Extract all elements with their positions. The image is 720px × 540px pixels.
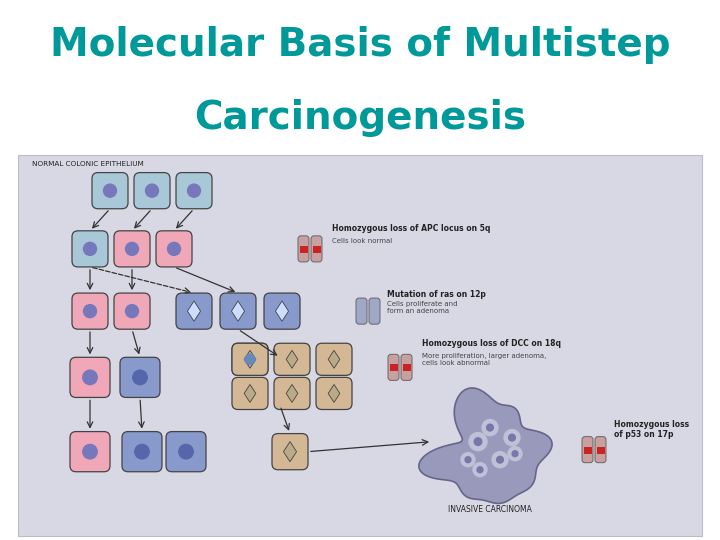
FancyBboxPatch shape	[388, 354, 399, 380]
Circle shape	[482, 420, 498, 436]
Circle shape	[132, 370, 147, 384]
FancyBboxPatch shape	[176, 293, 212, 329]
Circle shape	[135, 444, 149, 459]
Polygon shape	[187, 301, 201, 321]
Circle shape	[512, 451, 518, 457]
Polygon shape	[231, 301, 245, 321]
FancyBboxPatch shape	[272, 434, 308, 470]
Polygon shape	[244, 384, 256, 402]
Circle shape	[492, 451, 508, 468]
FancyBboxPatch shape	[232, 343, 268, 375]
FancyBboxPatch shape	[120, 357, 160, 397]
Polygon shape	[328, 350, 340, 368]
Text: INVASIVE CARCINOMA: INVASIVE CARCINOMA	[448, 505, 532, 514]
FancyBboxPatch shape	[114, 293, 150, 329]
Bar	[596, 447, 605, 454]
Bar	[583, 447, 592, 454]
FancyBboxPatch shape	[369, 298, 380, 324]
Polygon shape	[244, 350, 256, 368]
Polygon shape	[419, 388, 552, 503]
Text: Homozygous loss
of p53 on 17p: Homozygous loss of p53 on 17p	[614, 420, 689, 439]
FancyBboxPatch shape	[18, 154, 702, 536]
Circle shape	[84, 242, 96, 255]
FancyBboxPatch shape	[595, 437, 606, 463]
FancyBboxPatch shape	[72, 231, 108, 267]
FancyBboxPatch shape	[274, 343, 310, 375]
FancyBboxPatch shape	[274, 377, 310, 409]
FancyBboxPatch shape	[166, 431, 206, 472]
Circle shape	[465, 457, 471, 463]
Circle shape	[469, 433, 487, 451]
Bar	[390, 364, 397, 372]
Circle shape	[461, 453, 475, 467]
FancyBboxPatch shape	[70, 357, 110, 397]
FancyBboxPatch shape	[122, 431, 162, 472]
FancyBboxPatch shape	[72, 293, 108, 329]
Circle shape	[179, 444, 193, 459]
Text: Homozygous loss of DCC on 18q: Homozygous loss of DCC on 18q	[422, 339, 561, 348]
Polygon shape	[328, 384, 340, 402]
FancyBboxPatch shape	[176, 173, 212, 209]
Circle shape	[497, 456, 503, 463]
FancyBboxPatch shape	[582, 437, 593, 463]
Text: Molecular Basis of Multistep: Molecular Basis of Multistep	[50, 26, 670, 64]
Polygon shape	[284, 442, 297, 462]
Circle shape	[125, 305, 138, 318]
Polygon shape	[286, 350, 298, 368]
FancyBboxPatch shape	[401, 354, 412, 380]
Circle shape	[83, 444, 97, 459]
Circle shape	[477, 467, 483, 472]
Text: More proliferation, larger adenoma,
cells look abnormal: More proliferation, larger adenoma, cell…	[422, 353, 546, 366]
Circle shape	[504, 430, 520, 446]
Text: Cells proliferate and
form an adenoma: Cells proliferate and form an adenoma	[387, 301, 457, 314]
FancyBboxPatch shape	[134, 173, 170, 209]
Text: Cells look normal: Cells look normal	[332, 238, 392, 244]
FancyBboxPatch shape	[264, 293, 300, 329]
FancyBboxPatch shape	[232, 377, 268, 409]
Circle shape	[125, 242, 138, 255]
Text: NORMAL COLONIC EPITHELIUM: NORMAL COLONIC EPITHELIUM	[32, 160, 144, 166]
Bar	[402, 364, 410, 372]
FancyBboxPatch shape	[70, 431, 110, 472]
FancyBboxPatch shape	[92, 173, 128, 209]
Text: Mutation of ras on 12p: Mutation of ras on 12p	[387, 289, 486, 299]
Circle shape	[168, 242, 181, 255]
Circle shape	[508, 434, 516, 441]
FancyBboxPatch shape	[298, 236, 309, 262]
FancyBboxPatch shape	[114, 231, 150, 267]
FancyBboxPatch shape	[232, 343, 268, 375]
Bar	[312, 246, 320, 253]
FancyBboxPatch shape	[316, 343, 352, 375]
Circle shape	[474, 438, 482, 446]
Circle shape	[245, 354, 255, 364]
Polygon shape	[286, 384, 298, 402]
Text: Homozygous loss of APC locus on 5q: Homozygous loss of APC locus on 5q	[332, 224, 490, 233]
Circle shape	[508, 447, 522, 461]
FancyBboxPatch shape	[311, 236, 322, 262]
FancyBboxPatch shape	[356, 298, 367, 324]
Circle shape	[84, 305, 96, 318]
Circle shape	[145, 184, 158, 197]
Circle shape	[487, 424, 493, 431]
FancyBboxPatch shape	[220, 293, 256, 329]
Circle shape	[83, 370, 97, 384]
Circle shape	[187, 184, 200, 197]
Text: Carcinogenesis: Carcinogenesis	[194, 99, 526, 137]
FancyBboxPatch shape	[156, 231, 192, 267]
Circle shape	[104, 184, 117, 197]
FancyBboxPatch shape	[316, 377, 352, 409]
Circle shape	[473, 463, 487, 477]
Polygon shape	[276, 301, 289, 321]
Bar	[300, 246, 307, 253]
